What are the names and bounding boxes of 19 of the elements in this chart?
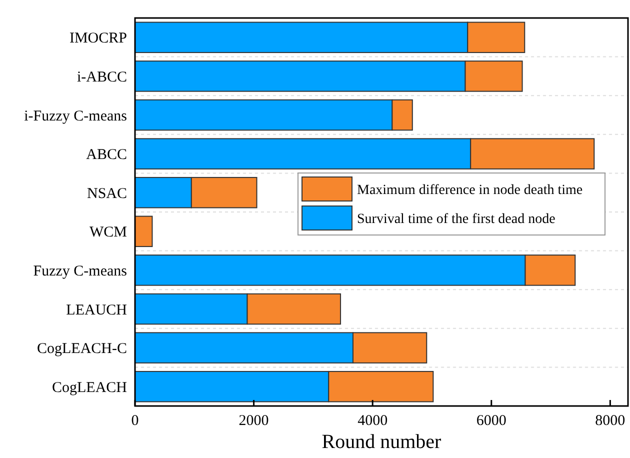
y-tick-label: NSAC: [86, 186, 127, 202]
legend-label: Maximum difference in node death time: [357, 182, 583, 198]
y-tick-label: i-ABCC: [76, 69, 127, 86]
bar: [134, 216, 153, 248]
legend-label: Survival time of the first dead node: [357, 212, 556, 227]
x-tick-label: 6000: [476, 413, 506, 429]
y-tick-label: ABCC: [86, 147, 127, 164]
x-tick-label: 8000: [595, 413, 626, 429]
y-tick-label: CogLEACH: [52, 380, 128, 396]
y-tick-label: LEAUCH: [66, 302, 128, 318]
x-tick-label: 0: [131, 413, 139, 429]
x-axis-title: Round number: [322, 431, 442, 453]
y-tick-label: CogLEACH-C: [37, 341, 127, 358]
y-tick-label: WCM: [90, 224, 127, 241]
y-tick-label: IMOCRP: [69, 30, 127, 47]
x-tick-label: 4000: [358, 413, 388, 429]
x-tick-label: 2000: [238, 413, 269, 429]
y-tick-label: Fuzzy C-means: [33, 263, 128, 280]
y-tick-label: i-Fuzzy C-means: [24, 108, 128, 124]
